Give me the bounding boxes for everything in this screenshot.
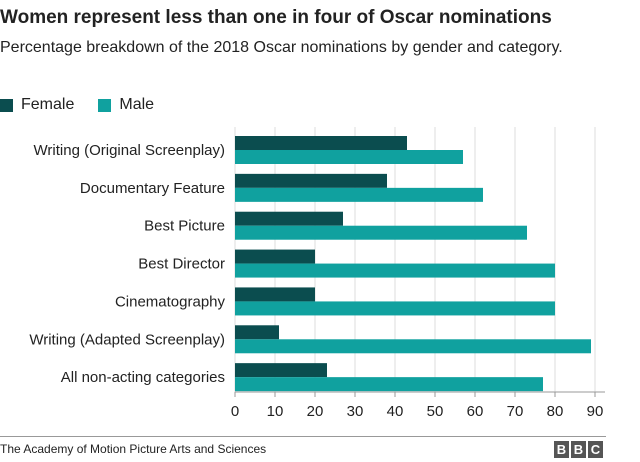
category-label: All non-acting categories	[61, 369, 225, 386]
x-tick-label: 0	[231, 403, 239, 420]
x-tick-label: 90	[587, 403, 604, 420]
legend-label-female: Female	[21, 96, 75, 113]
bar-female	[235, 136, 407, 150]
bbc-logo-letter: B	[554, 441, 569, 458]
bar-male	[235, 301, 555, 316]
bbc-logo-letter: C	[588, 441, 603, 458]
bar-female	[235, 363, 327, 378]
category-label: Documentary Feature	[80, 180, 225, 197]
bbc-logo-letter: B	[571, 441, 586, 458]
legend-label-male: Male	[119, 96, 155, 113]
bar-male	[235, 225, 527, 240]
legend-swatch-female	[0, 98, 13, 112]
category-label: Best Director	[138, 256, 225, 273]
legend: Female Male	[0, 95, 178, 115]
chart-title: Women represent less than one in four of…	[0, 7, 552, 28]
legend-item-female: Female	[0, 96, 74, 114]
bbc-logo: B B C	[552, 441, 603, 458]
source-note: The Academy of Motion Picture Arts and S…	[0, 442, 267, 456]
category-label: Best Picture	[144, 218, 225, 235]
bar-male	[235, 263, 555, 278]
x-tick-label: 80	[547, 403, 564, 420]
x-tick-label: 50	[427, 403, 444, 420]
bar-male	[235, 377, 543, 392]
bar-female	[235, 249, 315, 264]
legend-item-male: Male	[98, 96, 154, 114]
x-tick-label: 10	[267, 403, 284, 420]
x-tick-label: 30	[347, 403, 364, 420]
bar-female	[235, 287, 315, 302]
x-tick-label: 60	[467, 403, 484, 420]
footer-divider	[0, 436, 606, 437]
legend-swatch-male	[98, 98, 112, 112]
category-label: Writing (Original Screenplay)	[34, 142, 225, 159]
chart-subtitle: Percentage breakdown of the 2018 Oscar n…	[0, 39, 563, 56]
x-tick-label: 40	[387, 403, 404, 420]
x-tick-label: 20	[307, 403, 324, 420]
bar-female	[235, 211, 343, 226]
bar-male	[235, 187, 483, 202]
bar-male	[235, 150, 463, 164]
category-label: Writing (Adapted Screenplay)	[29, 331, 225, 348]
bar-male	[235, 339, 591, 354]
category-label: Cinematography	[115, 293, 226, 310]
bar-female	[235, 173, 387, 188]
bar-female	[235, 325, 279, 340]
x-tick-label: 70	[507, 403, 524, 420]
